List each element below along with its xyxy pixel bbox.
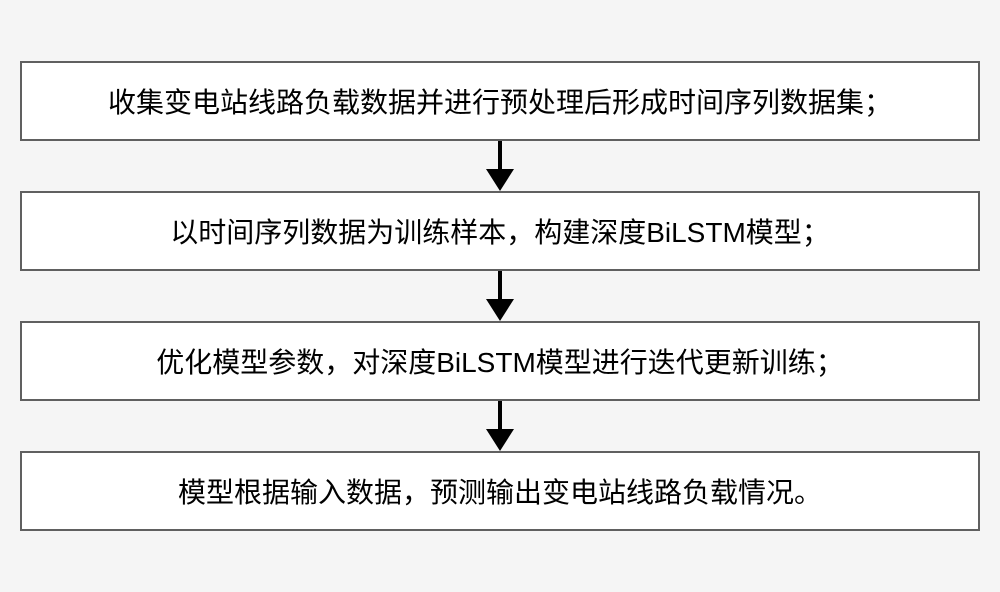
arrow-head-icon (486, 169, 514, 191)
arrow-shaft-icon (498, 141, 502, 169)
arrow-1 (486, 141, 514, 191)
flow-step-2-label: 以时间序列数据为训练样本，构建深度BiLSTM模型； (170, 211, 830, 251)
arrow-shaft-icon (498, 401, 502, 429)
arrow-2 (486, 271, 514, 321)
arrow-head-icon (486, 299, 514, 321)
arrow-shaft-icon (498, 271, 502, 299)
flow-step-4-label: 模型根据输入数据，预测输出变电站线路负载情况。 (178, 471, 822, 511)
flow-step-1-label: 收集变电站线路负载数据并进行预处理后形成时间序列数据集； (108, 81, 892, 121)
arrow-3 (486, 401, 514, 451)
flow-step-1: 收集变电站线路负载数据并进行预处理后形成时间序列数据集； (20, 61, 980, 141)
arrow-head-icon (486, 429, 514, 451)
flowchart-container: 收集变电站线路负载数据并进行预处理后形成时间序列数据集； 以时间序列数据为训练样… (20, 46, 980, 546)
flow-step-2: 以时间序列数据为训练样本，构建深度BiLSTM模型； (20, 191, 980, 271)
flow-step-3: 优化模型参数，对深度BiLSTM模型进行迭代更新训练； (20, 321, 980, 401)
flow-step-4: 模型根据输入数据，预测输出变电站线路负载情况。 (20, 451, 980, 531)
flow-step-3-label: 优化模型参数，对深度BiLSTM模型进行迭代更新训练； (156, 341, 844, 381)
